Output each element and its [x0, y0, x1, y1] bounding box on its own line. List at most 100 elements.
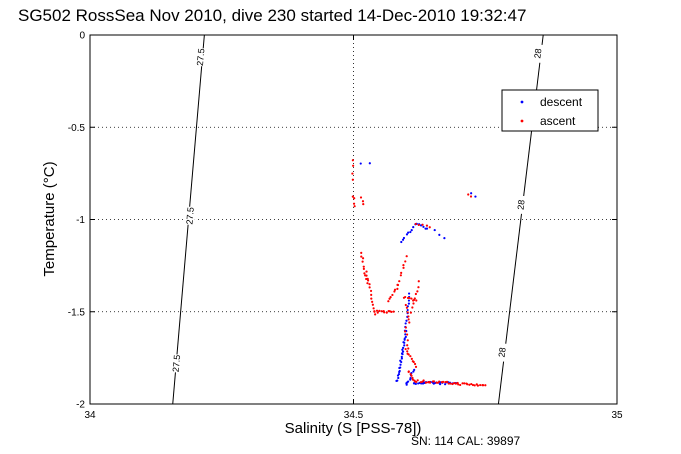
ascent-point-148	[484, 384, 487, 387]
ascent-point-50	[391, 293, 394, 297]
contour-label-0-0: 27.5	[195, 48, 206, 66]
ascent-point-49	[389, 296, 392, 299]
ascent-point-74	[407, 315, 410, 318]
ascent-point-84	[417, 280, 420, 283]
ascent-point-37	[376, 311, 379, 314]
ascent-point-128	[449, 382, 452, 385]
legend-marker-descent	[520, 100, 524, 104]
ascent-point-25	[368, 283, 371, 286]
ascent-point-139	[468, 383, 471, 386]
contour-label-bg-0-0	[194, 47, 207, 67]
ascent-point-85	[404, 326, 407, 329]
descent-point-9	[399, 363, 402, 366]
ascent-point-17	[363, 272, 366, 275]
ascent-point-16	[362, 267, 365, 270]
ascent-point-154	[467, 193, 470, 196]
ascent-point-81	[414, 292, 417, 296]
ascent-point-58	[400, 271, 403, 274]
y-tick-label-3: -1.5	[68, 307, 86, 318]
ascent-point-88	[406, 339, 409, 342]
legend-label-descent: descent	[540, 95, 583, 109]
descent-point-13	[400, 355, 403, 358]
ascent-point-134	[459, 383, 462, 387]
ascent-point-29	[370, 297, 373, 300]
ascent-point-129	[451, 382, 454, 386]
descent-point-25	[404, 333, 407, 336]
ascent-point-20	[366, 282, 369, 285]
contour-label-bg-1-1	[515, 195, 528, 215]
ascent-point-52	[393, 288, 397, 291]
descent-point-36	[407, 302, 411, 305]
descent-point-85	[409, 230, 412, 234]
ascent-point-144	[476, 384, 479, 387]
ascent-point-45	[390, 310, 393, 313]
ascent-point-96	[410, 357, 413, 360]
x-tick-label-2: 35	[611, 410, 623, 421]
descent-point-8	[399, 366, 402, 369]
ascent-point-77	[409, 311, 412, 314]
ascent-point-70	[415, 299, 418, 302]
ascent-point-0	[351, 159, 354, 162]
chart-title: SG502 RossSea Nov 2010, dive 230 started…	[18, 6, 526, 25]
ascent-point-149	[414, 222, 417, 226]
descent-point-23	[403, 337, 406, 340]
contour-label-bg-1-0	[531, 43, 544, 63]
descent-point-87	[412, 226, 415, 229]
descent-point-12	[400, 357, 403, 360]
ascent-point-5	[353, 197, 356, 200]
ascent-point-114	[424, 381, 428, 384]
ascent-point-67	[410, 297, 413, 300]
ascent-point-31	[371, 303, 374, 306]
descent-point-17	[401, 348, 404, 351]
y-tick-label-2: -1	[76, 215, 85, 226]
descent-point-49	[413, 368, 416, 371]
descent-point-1	[396, 379, 399, 382]
ascent-point-136	[463, 382, 466, 385]
ascent-point-82	[416, 290, 419, 293]
descent-point-6	[398, 369, 401, 373]
ascent-point-125	[444, 381, 447, 384]
descent-point-52	[414, 382, 417, 386]
x-tick-label-0: 34	[84, 410, 96, 421]
ascent-point-103	[409, 373, 412, 376]
descent-point-48	[412, 370, 415, 373]
ascent-point-152	[425, 224, 429, 227]
ascent-point-140	[470, 382, 473, 386]
ascent-point-6	[352, 202, 356, 205]
ascent-point-110	[416, 379, 419, 382]
ascent-point-122	[438, 380, 441, 383]
ascent-point-39	[380, 310, 383, 313]
descent-point-4	[397, 373, 401, 376]
ascent-point-22	[365, 274, 368, 277]
contour-label-0-2: 27.5	[171, 354, 182, 372]
descent-point-93	[422, 225, 425, 228]
ascent-point-109	[415, 380, 418, 384]
ascent-point-72	[405, 306, 409, 309]
ascent-point-99	[413, 362, 417, 366]
ascent-point-151	[421, 223, 424, 226]
ascent-point-27	[369, 289, 373, 293]
contour-label-0-1: 27.5	[184, 207, 195, 225]
ascent-point-138	[466, 383, 469, 386]
ascent-point-80	[413, 297, 416, 300]
grid	[90, 35, 617, 404]
ascent-point-89	[406, 344, 409, 347]
ascent-point-1	[352, 164, 355, 167]
ascent-point-133	[457, 383, 460, 386]
ascent-point-7	[353, 205, 356, 208]
ascent-point-36	[375, 309, 379, 312]
ascent-point-124	[441, 380, 445, 383]
axis-ticks: 34 34.5 35 0 -0.5 -1 -1.5 -2	[68, 31, 623, 422]
ascent-point-8	[359, 196, 363, 199]
ascent-point-153	[428, 226, 431, 229]
descent-point-21	[402, 341, 405, 344]
descent-point-100	[368, 162, 371, 165]
ascent-point-28	[370, 293, 373, 296]
ascent-point-142	[473, 384, 476, 387]
y-axis-label: Temperature (°C)	[41, 161, 58, 276]
ascent-point-126	[445, 380, 449, 384]
contour-label-1-2: 28	[497, 347, 508, 358]
ascent-point-9	[361, 200, 365, 203]
ascent-point-86	[404, 330, 407, 333]
legend-box	[501, 89, 599, 132]
